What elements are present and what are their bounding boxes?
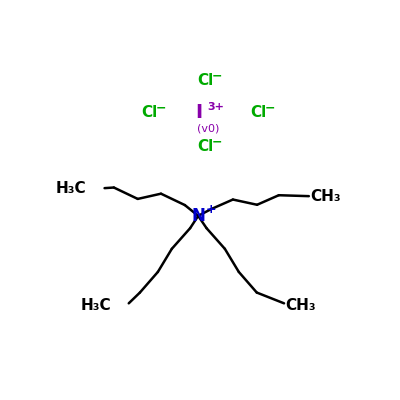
Text: −: − xyxy=(212,136,222,149)
Text: −: − xyxy=(156,102,166,115)
Text: I: I xyxy=(195,103,202,122)
Text: Cl: Cl xyxy=(142,105,158,120)
Text: (v0): (v0) xyxy=(197,123,219,133)
Text: −: − xyxy=(264,102,275,115)
Text: CH₃: CH₃ xyxy=(286,298,316,313)
Text: −: − xyxy=(212,70,222,82)
Text: Cl: Cl xyxy=(197,139,214,154)
Text: Cl: Cl xyxy=(197,73,214,88)
Text: H₃C: H₃C xyxy=(80,298,111,313)
Text: Cl: Cl xyxy=(250,105,266,120)
Text: CH₃: CH₃ xyxy=(310,189,341,204)
Text: N: N xyxy=(191,207,205,225)
Text: 3+: 3+ xyxy=(208,102,224,112)
Text: H₃C: H₃C xyxy=(56,181,86,196)
Text: +: + xyxy=(205,203,216,216)
